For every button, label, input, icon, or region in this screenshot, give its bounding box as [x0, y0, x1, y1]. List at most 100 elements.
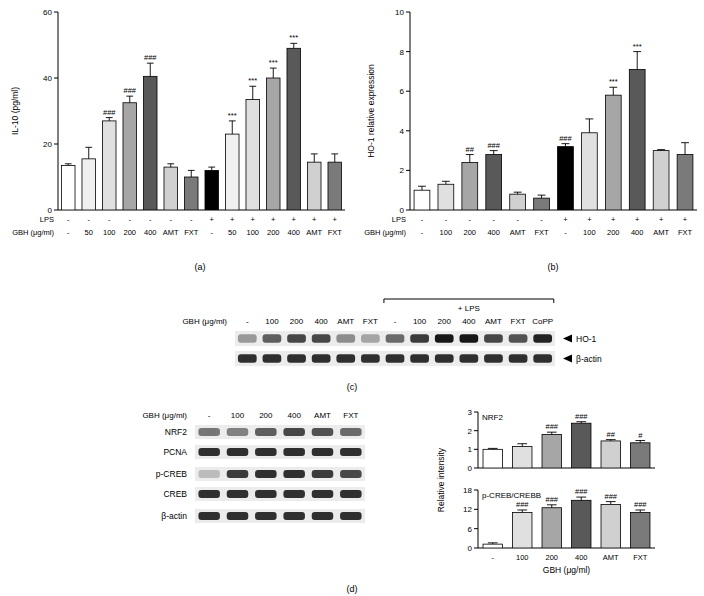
bar: [414, 190, 430, 210]
x-tick-label: 100: [440, 228, 453, 237]
error-bar: [290, 43, 297, 48]
error-bar: [167, 164, 174, 167]
band: [336, 334, 355, 342]
y-axis: [410, 12, 411, 210]
band: [283, 470, 305, 478]
lane-label: AMT: [485, 317, 502, 326]
row-value: +: [292, 215, 297, 224]
significance: ###: [123, 86, 136, 95]
error-bar: [331, 154, 338, 162]
error-bar: [418, 186, 426, 190]
panel-label: (a): [195, 262, 206, 272]
row-value: -: [540, 215, 543, 224]
x-tick-label: AMT: [163, 228, 179, 237]
blot-strip: [195, 509, 365, 523]
band: [435, 334, 454, 342]
error-bar: [576, 497, 586, 500]
error-bar: [576, 422, 586, 423]
y-axis: [478, 490, 479, 548]
lane-label: AMT: [337, 317, 354, 326]
error-bar: [517, 510, 527, 513]
x-label: GBH (μg/ml): [12, 228, 54, 237]
lane-label: 200: [290, 317, 304, 326]
row-value: +: [611, 215, 616, 224]
marks: [61, 43, 341, 210]
band: [283, 490, 305, 498]
error-bar: [635, 510, 645, 513]
y-tick-label: 6: [400, 87, 405, 96]
x-tick-label: 400: [631, 228, 644, 237]
bar: [605, 95, 621, 210]
bar: [225, 134, 239, 210]
x-tick-label: -: [492, 553, 495, 562]
band: [484, 354, 503, 362]
y-tick-label: 0: [400, 206, 405, 215]
bar: [123, 103, 137, 210]
error-bar: [488, 448, 498, 450]
bar: [572, 423, 591, 468]
significance: ###: [516, 500, 529, 509]
y-tick-label: 0: [468, 464, 473, 473]
bar: [653, 151, 669, 210]
band: [283, 512, 305, 520]
y-tick: [406, 51, 410, 52]
band: [227, 490, 249, 498]
error-bar: [311, 154, 318, 162]
y-tick: [54, 144, 58, 145]
x-tick-label: 100: [583, 228, 596, 237]
y-tick: [406, 210, 410, 211]
row-label: PCNA: [163, 447, 187, 457]
bar: [164, 167, 178, 210]
band: [340, 512, 362, 520]
x-tick-label: 50: [228, 228, 236, 237]
arrow: [563, 335, 572, 343]
figure: 0204060#########************LPS-------++…: [0, 0, 704, 596]
y-tick-label: 6: [468, 525, 473, 534]
x-tick-label: 400: [144, 228, 157, 237]
row-value: -: [190, 215, 193, 224]
row-value: +: [333, 215, 338, 224]
significance: ***: [228, 111, 237, 120]
x-axis: [478, 548, 655, 549]
band: [386, 334, 405, 342]
group-label: + LPS: [458, 304, 480, 313]
x-tick-label: 400: [575, 553, 588, 562]
band: [227, 512, 249, 520]
y-tick: [406, 170, 410, 171]
panel-label: (b): [548, 262, 559, 272]
x-label: GBH (μg/ml): [543, 565, 591, 575]
bar: [184, 177, 198, 210]
band: [509, 334, 528, 342]
y-tick: [474, 412, 478, 413]
band: [283, 428, 305, 436]
significance: ###: [559, 134, 572, 143]
bar: [205, 170, 219, 210]
bar: [102, 121, 116, 210]
lane-label: 100: [413, 317, 427, 326]
band: [459, 354, 478, 362]
y-tick-label: 1: [468, 445, 473, 454]
bar: [61, 165, 75, 210]
y-tick: [474, 528, 478, 529]
bar: [513, 513, 532, 548]
row-label: β-actin: [161, 511, 187, 521]
significance: ###: [575, 487, 588, 496]
bar: [534, 198, 550, 210]
error-bar: [229, 121, 236, 134]
x-tick-label: 100: [103, 228, 116, 237]
bar: [82, 159, 96, 210]
row-label: β-actin: [576, 354, 602, 364]
band: [509, 354, 528, 362]
error-bar: [538, 195, 546, 198]
bar: [307, 162, 321, 210]
row-value: -: [445, 215, 448, 224]
row-value: +: [659, 215, 664, 224]
x-tick-label: FXT: [534, 228, 549, 237]
lane-label: CoPP: [532, 317, 553, 326]
error-bar: [635, 441, 645, 443]
y-label: Relative intensity: [436, 447, 446, 512]
x-label: GBH (μg/ml): [364, 228, 406, 237]
error-bar: [606, 502, 616, 505]
error-bar: [562, 144, 570, 147]
error-bar: [488, 543, 498, 544]
